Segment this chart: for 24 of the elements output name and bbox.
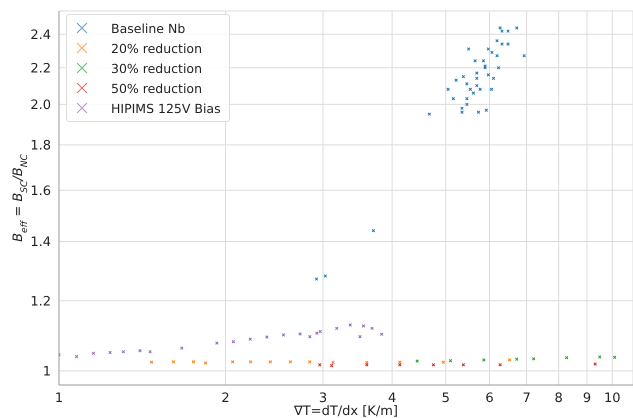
x-tick-label: 7 <box>522 391 531 406</box>
y-tick-label: 2.2 <box>30 61 51 76</box>
x-tick-label: 8 <box>554 391 563 406</box>
legend-label: HIPIMS 125V Bias <box>111 100 221 116</box>
y-tick-label: 2.0 <box>30 98 51 114</box>
x-tick-label: 2 <box>221 391 230 406</box>
legend-label: 30% reduction <box>111 60 202 76</box>
x-tick-label: 1 <box>54 391 64 406</box>
x-tick-label: 5 <box>442 391 450 406</box>
y-tick-label: 1.8 <box>30 138 51 154</box>
y-tick-label: 1.4 <box>30 235 51 250</box>
x-tick-label: 9 <box>582 391 592 406</box>
y-tick-label: 2.4 <box>30 28 51 43</box>
legend-label: 50% reduction <box>111 80 202 96</box>
x-tick-label: 3 <box>318 391 328 406</box>
y-tick-label: 1 <box>42 364 51 380</box>
x-tick-label: 10 <box>604 391 621 406</box>
x-tick-label: 4 <box>388 391 396 406</box>
legend-label: Baseline Nb <box>111 20 186 36</box>
x-axis-title: ∇T=dT/dx [K/m] <box>293 404 398 418</box>
x-tick-label: 6 <box>485 391 494 406</box>
y-tick-label: 1.6 <box>30 184 51 199</box>
legend-label: 20% reduction <box>111 40 202 56</box>
y-tick-label: 1.2 <box>30 294 51 310</box>
